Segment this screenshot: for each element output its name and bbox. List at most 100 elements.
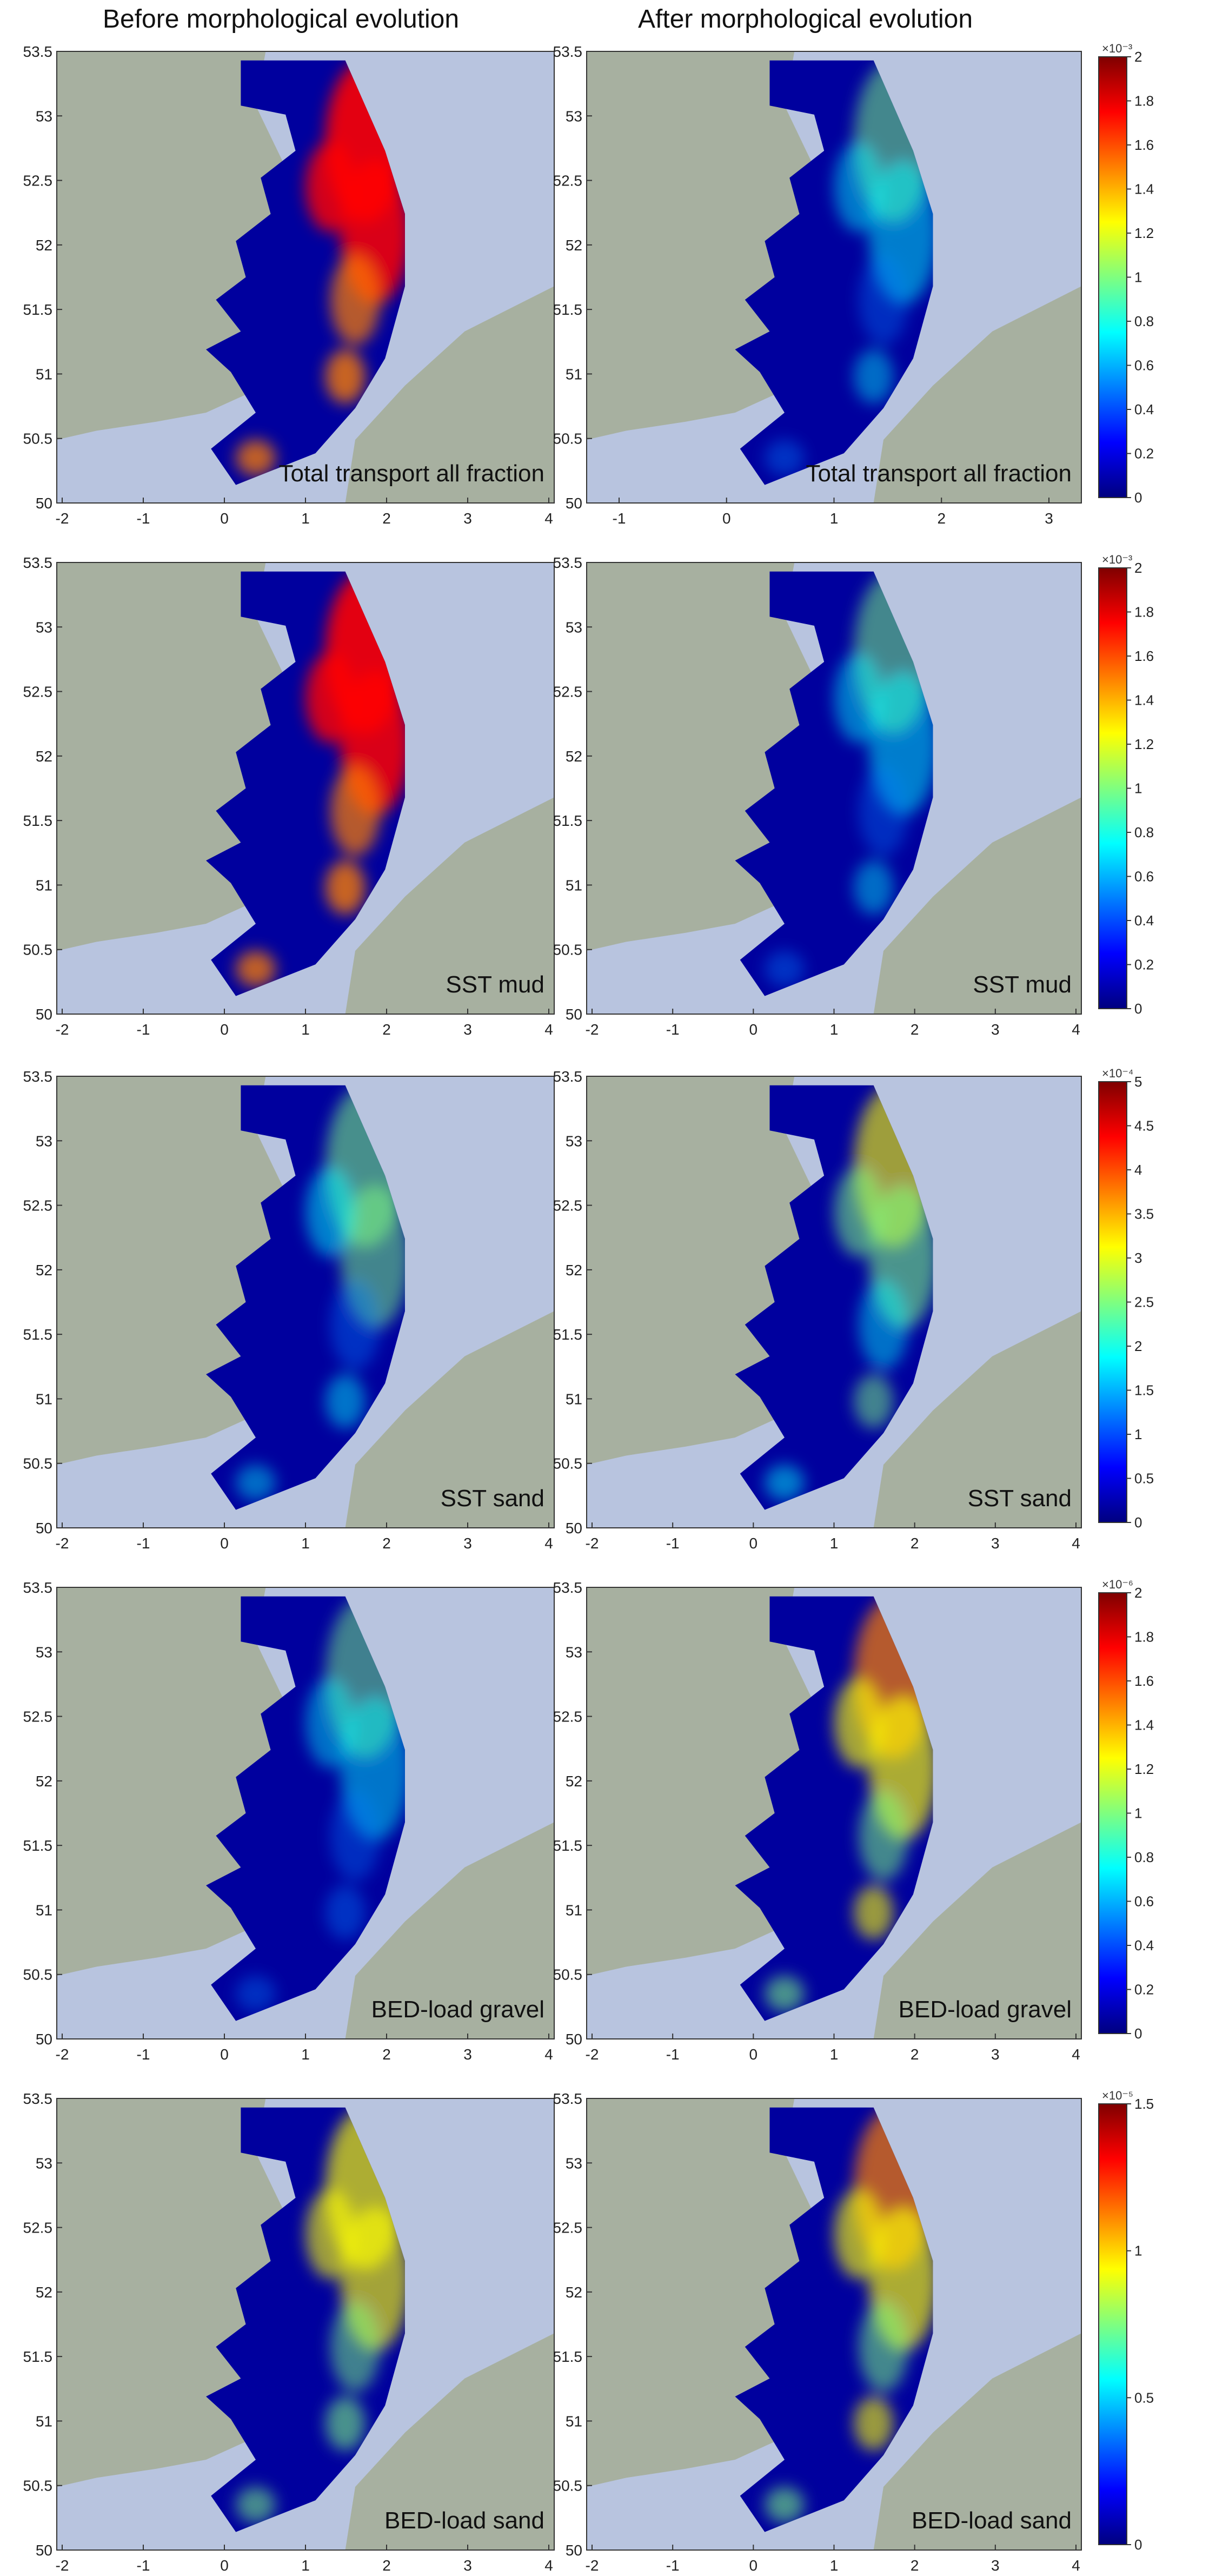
x-tick-label: -1	[137, 1021, 150, 1038]
x-tick-label: 1	[830, 2557, 839, 2574]
colorbar-tick-label: 1.2	[1134, 736, 1154, 752]
colorbar-tick-label: 0	[1134, 1514, 1142, 1531]
y-tick-label: 51	[566, 1902, 582, 1918]
x-tick-label: 1	[830, 1535, 839, 1552]
colorbar-tick-label: 1.6	[1134, 1673, 1154, 1689]
x-tick-label: -1	[666, 2557, 680, 2574]
land-continent	[345, 2333, 554, 2550]
y-tick-label: 51.5	[23, 1326, 53, 1343]
y-tick-label: 51	[566, 2413, 582, 2429]
x-tick-label: 2	[911, 1535, 919, 1552]
y-tick-label: 52.5	[553, 1197, 583, 1214]
header-after: After morphological evolution	[638, 5, 973, 34]
y-tick-label: 53	[566, 619, 582, 635]
x-tick-label: -1	[613, 510, 626, 527]
y-tick-label: 52.5	[23, 1197, 53, 1214]
colorbar-gradient	[1098, 1081, 1127, 1523]
land-continent	[873, 1311, 1081, 1528]
colorbar-tick-label: 3	[1134, 1250, 1142, 1266]
x-tick-label: -1	[666, 2046, 680, 2063]
y-tick-label: 50	[36, 2542, 52, 2559]
y-tick-label: 53	[36, 108, 52, 124]
y-tick-label: 52.5	[553, 2220, 583, 2236]
x-tick-label: -2	[56, 2046, 69, 2063]
x-tick-label: -2	[586, 2557, 599, 2574]
y-tick-label: 53.5	[553, 554, 583, 571]
y-tick-label: 50	[566, 1006, 582, 1023]
panel-label: BED-load gravel	[899, 1996, 1072, 2023]
colorbar-tick-label: 0.6	[1134, 869, 1154, 885]
colorbar-gradient	[1098, 56, 1127, 498]
x-tick-label: 3	[991, 1021, 1000, 1038]
colorbar-gradient	[1098, 2103, 1127, 2545]
colorbar-tick-label: 2	[1134, 560, 1142, 576]
x-tick-label: 2	[911, 2557, 919, 2574]
y-tick-label: 53.5	[553, 1068, 583, 1085]
y-tick-label: 52	[566, 1262, 582, 1279]
colorbar-tick-label: 1	[1134, 269, 1142, 286]
x-tick-label: 1	[830, 510, 839, 527]
x-tick-label: 2	[911, 1021, 919, 1038]
y-tick-label: 52.5	[553, 173, 583, 189]
y-tick-label: 50.5	[553, 431, 583, 447]
y-tick-label: 50.5	[23, 1966, 53, 1983]
x-tick-label: 0	[749, 2046, 758, 2063]
y-tick-label: 53.5	[553, 43, 583, 60]
x-tick-label: 2	[382, 510, 391, 527]
panel-label: BED-load gravel	[371, 1996, 544, 2023]
x-tick-label: 4	[544, 2046, 553, 2063]
x-tick-label: -2	[56, 1021, 69, 1038]
y-tick-label: 51.5	[553, 1837, 583, 1854]
x-tick-label: 4	[544, 2557, 553, 2574]
colorbar-tick-label: 1.4	[1134, 181, 1154, 197]
colorbar-tick-label: 1.8	[1134, 604, 1154, 620]
y-tick-label: 53.5	[23, 43, 53, 60]
panel-before-1: 50 50.5 51 51.5 52 52.5 53 53.5 -2 -1 0 1 2 3 4 Total t…	[23, 43, 555, 527]
y-tick-label: 51.5	[23, 2348, 53, 2365]
y-tick-label: 51.5	[553, 1326, 583, 1343]
colorbar-tick-label: 1.5	[1134, 2096, 1154, 2112]
x-tick-label: -2	[586, 2046, 599, 2063]
y-tick-label: 51	[36, 877, 52, 893]
y-tick-label: 52	[36, 237, 52, 254]
land-continent	[345, 797, 554, 1014]
y-tick-label: 53.5	[553, 1579, 583, 1596]
y-tick-label: 51.5	[23, 812, 53, 829]
x-tick-label: 2	[911, 2046, 919, 2063]
y-tick-label: 52	[36, 1262, 52, 1279]
panel-label: Total transport all fraction	[278, 460, 544, 487]
x-tick-label: 0	[749, 1535, 758, 1552]
y-tick-label: 52.5	[23, 173, 53, 189]
colorbar-tick-label: 1	[1134, 1426, 1142, 1442]
panel-label: SST mud	[973, 971, 1072, 998]
y-tick-label: 53	[36, 2155, 52, 2171]
y-tick-label: 51	[36, 1902, 52, 1918]
x-tick-label: -1	[137, 2557, 150, 2574]
colorbar-tick-label: 0.8	[1134, 1849, 1154, 1865]
colorbar-5: 0 0.5 1 1.5×10⁻⁵	[1098, 2089, 1154, 2553]
y-tick-label: 52.5	[23, 684, 53, 700]
y-tick-label: 51.5	[553, 301, 583, 318]
y-tick-label: 52	[566, 237, 582, 254]
y-tick-label: 50	[566, 495, 582, 512]
colorbar-exponent: ×10⁻³	[1102, 553, 1132, 566]
y-tick-label: 50.5	[553, 1455, 583, 1472]
colorbar-exponent: ×10⁻⁶	[1102, 1578, 1133, 1591]
x-tick-label: 0	[220, 2557, 229, 2574]
panel-before-4: 50 50.5 51 51.5 52 52.5 53 53.5 -2 -1 0 1 2 3 4 BED-loa…	[23, 1579, 555, 2063]
panel-after-5: 50 50.5 51 51.5 52 52.5 53 53.5 -2 -1 0 1 2 3 4 BED-loa…	[553, 2090, 1082, 2574]
y-tick-label: 50	[36, 495, 52, 512]
colorbar-tick-label: 0.6	[1134, 357, 1154, 374]
colorbar-tick-label: 5	[1134, 1074, 1142, 1090]
colorbar-1: 0 0.2 0.4 0.6 0.8 1 1.2 1.4 1.6 1.8 2×10⁻³	[1098, 42, 1154, 506]
y-tick-label: 53	[36, 1133, 52, 1149]
x-tick-label: 3	[463, 1021, 472, 1038]
x-tick-label: 0	[220, 2046, 229, 2063]
y-tick-label: 51.5	[553, 812, 583, 829]
x-tick-label: -1	[137, 510, 150, 527]
y-tick-label: 51	[36, 366, 52, 382]
y-tick-label: 53.5	[553, 2090, 583, 2107]
colorbar-2: 0 0.2 0.4 0.6 0.8 1 1.2 1.4 1.6 1.8 2×10⁻³	[1098, 553, 1154, 1017]
y-tick-label: 50	[36, 2031, 52, 2048]
y-tick-label: 50.5	[23, 942, 53, 958]
